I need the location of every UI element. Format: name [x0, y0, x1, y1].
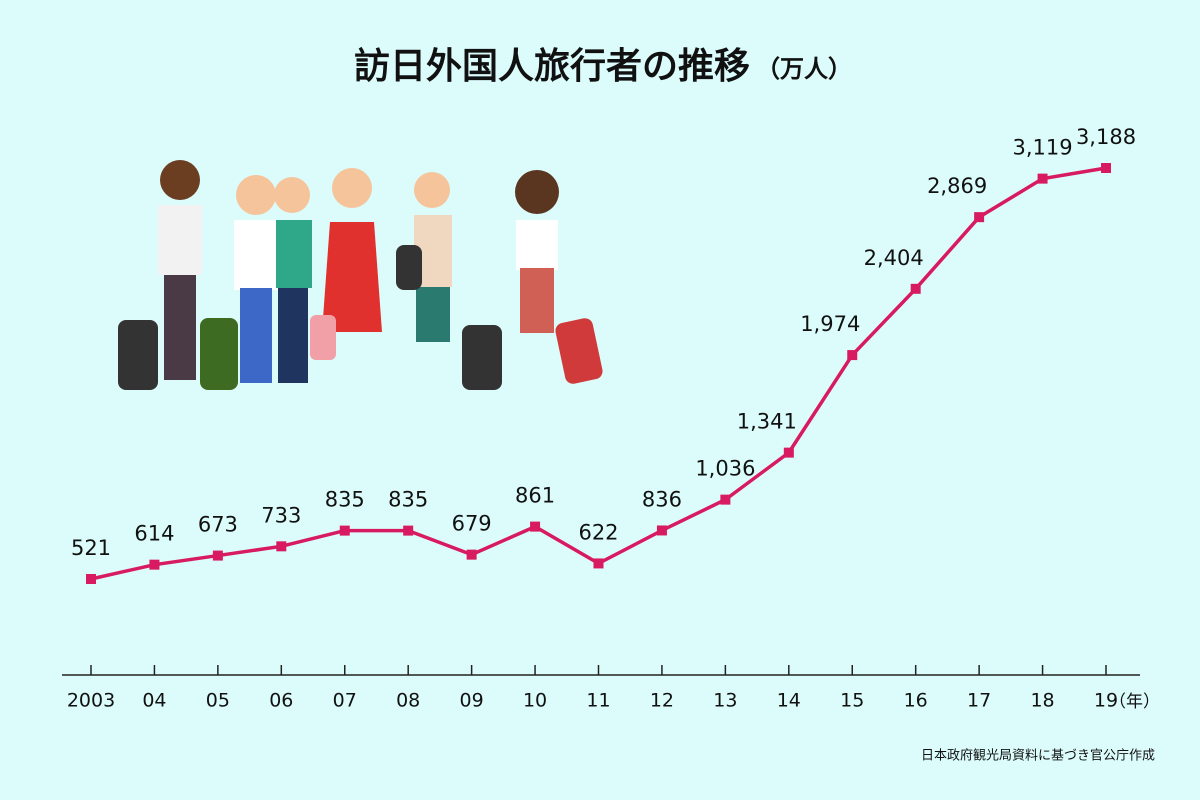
- data-label: 3,119: [1013, 136, 1073, 160]
- x-tick-label: 12: [650, 690, 674, 712]
- data-label: 733: [261, 503, 301, 527]
- point: [656, 525, 667, 536]
- unit-label: （万人）: [756, 55, 852, 83]
- point: [974, 212, 985, 223]
- person: [274, 177, 312, 383]
- data-label: 1,341: [737, 410, 797, 434]
- data-label: 1,036: [695, 457, 755, 481]
- x-tick-label: 15: [840, 690, 864, 712]
- suitcase: [555, 318, 603, 384]
- x-tick-label: 09: [460, 690, 484, 712]
- x-tick-label: 16: [904, 690, 928, 712]
- x-unit-label: （年）: [1109, 692, 1160, 712]
- suitcase: [200, 318, 238, 390]
- data-label: 2,404: [864, 246, 924, 270]
- data-label: 835: [388, 488, 428, 512]
- data-label: 3,188: [1076, 125, 1136, 149]
- point: [466, 549, 477, 560]
- x-tick-label: 17: [967, 690, 991, 712]
- suitcase: [462, 325, 502, 390]
- point: [86, 574, 96, 584]
- point: [339, 525, 350, 536]
- person: [396, 172, 452, 342]
- person: [234, 175, 278, 383]
- x-tick-label: 18: [1030, 690, 1054, 712]
- point: [910, 283, 921, 294]
- point: [276, 541, 287, 552]
- data-label: 1,974: [800, 312, 860, 336]
- data-label: 521: [71, 536, 111, 560]
- data-label: 861: [515, 484, 555, 508]
- x-tick-label: 11: [586, 690, 610, 712]
- person: [158, 160, 202, 380]
- point: [403, 525, 414, 536]
- x-tick-label: 14: [777, 690, 801, 712]
- source-note: 日本政府観光局資料に基づき官公庁作成: [921, 748, 1155, 764]
- data-label: 835: [325, 488, 365, 512]
- x-tick-label: 10: [523, 690, 547, 712]
- point: [783, 447, 794, 458]
- x-tick-label: 07: [333, 690, 357, 712]
- point: [530, 521, 541, 532]
- point: [720, 494, 731, 505]
- data-label: 679: [452, 512, 492, 536]
- person: [515, 170, 559, 333]
- point: [212, 550, 223, 561]
- point: [149, 559, 160, 570]
- person: [310, 168, 382, 360]
- point: [1101, 163, 1111, 173]
- x-tick-label: 04: [142, 690, 166, 712]
- x-tick-label: 08: [396, 690, 420, 712]
- x-tick-label: 19: [1094, 690, 1118, 712]
- point: [593, 558, 604, 569]
- x-tick-label: 13: [713, 690, 737, 712]
- data-label: 836: [642, 487, 682, 511]
- data-label: 2,869: [927, 174, 987, 198]
- x-tick-label: 05: [206, 690, 230, 712]
- suitcase: [118, 320, 158, 390]
- x-tick-label: 06: [269, 690, 293, 712]
- point: [1037, 173, 1048, 184]
- x-tick-label: 2003: [67, 690, 115, 712]
- illustration: [118, 160, 603, 390]
- data-label: 614: [134, 522, 174, 546]
- chart-title: 訪日外国人旅行者の推移: [354, 46, 750, 87]
- data-label: 622: [578, 520, 618, 544]
- data-label: 673: [198, 513, 238, 537]
- point: [847, 350, 858, 361]
